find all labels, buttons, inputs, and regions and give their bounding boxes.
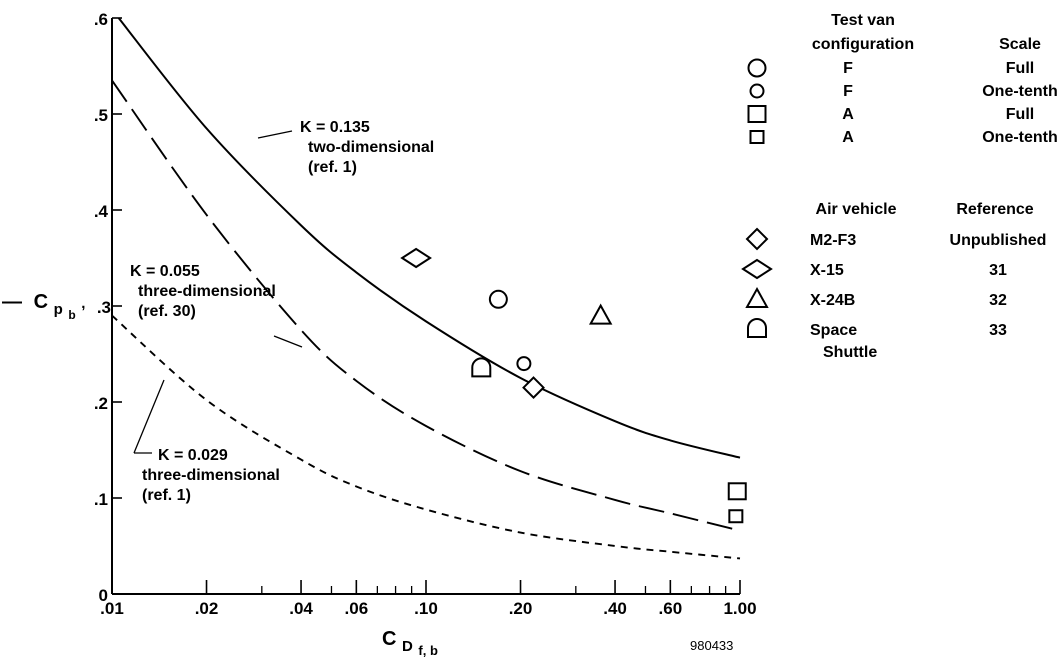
x-tick-label: .01 xyxy=(100,599,124,618)
leader-line xyxy=(273,335,303,348)
annotation-line: K = 0.055 xyxy=(130,263,200,280)
annotation-line: three-dimensional xyxy=(138,283,276,300)
annotation-line: (ref. 1) xyxy=(142,487,191,504)
legend-marker-square-large xyxy=(747,105,767,123)
data-point-dome xyxy=(471,357,492,378)
y-axis-main: C xyxy=(34,291,48,313)
annotation-line: (ref. 30) xyxy=(138,303,196,320)
x-tick-label: .20 xyxy=(509,599,533,618)
data-point-square-large xyxy=(727,482,747,501)
data-point-diamond xyxy=(522,376,545,400)
legend-item-value: Full xyxy=(1006,106,1034,123)
legend-marker-circle-small xyxy=(749,83,765,99)
legend-item-name: X-15 xyxy=(810,262,844,279)
y-axis-label: — C p b , xyxy=(2,291,85,324)
curves xyxy=(111,17,741,560)
x-tick-label: .40 xyxy=(603,599,627,618)
legend-header: Reference xyxy=(956,201,1033,218)
data-point-circle-small xyxy=(516,356,532,372)
x-tick-label: 1.00 xyxy=(723,599,756,618)
legend-header: configuration xyxy=(812,36,914,53)
y-axis-dash: — xyxy=(2,291,22,313)
legend-item-name: F xyxy=(843,83,853,100)
leader-line xyxy=(133,379,165,454)
y-ticks: 0 .1 .2 .3 .4 .5 .6 xyxy=(94,10,122,605)
y-tick-label: 0 xyxy=(99,586,108,605)
legend-item-value: 32 xyxy=(989,292,1007,309)
legend-header: Scale xyxy=(999,36,1041,53)
legend-marker-dome xyxy=(747,318,767,338)
legend-item-value: 33 xyxy=(989,322,1007,339)
annotation-line: K = 0.135 xyxy=(300,119,370,136)
data-point-triangle xyxy=(588,303,613,325)
data-point-square-small xyxy=(728,509,744,524)
x-tick-label: .02 xyxy=(195,599,219,618)
legend-item-name: A xyxy=(842,106,854,123)
legend-marker-triangle xyxy=(745,286,769,308)
x-tick-label: .60 xyxy=(659,599,683,618)
y-tick-label: .5 xyxy=(94,106,108,125)
curve-dashed xyxy=(111,79,741,532)
x-axis-label: C D f, b xyxy=(382,628,438,658)
y-tick-label: .4 xyxy=(94,202,109,221)
legend-item-name: X-24B xyxy=(810,292,855,309)
x-axis-subsub: f, b xyxy=(418,643,438,658)
y-tick-label: .6 xyxy=(94,10,108,29)
legend-item-value: Full xyxy=(1006,60,1034,77)
leader-line xyxy=(257,130,293,139)
annotations: K = 0.135 two-dimensional (ref. 1) K = 0.05… xyxy=(130,119,434,504)
x-ticks: .01 .02 .04 .06 .10 .20 .40 .60 1.00 xyxy=(100,580,757,618)
figure-id: 980433 xyxy=(690,638,733,653)
curve-dotted xyxy=(111,314,741,560)
y-axis-sub: p xyxy=(54,301,63,318)
legend-marker-square-small xyxy=(749,130,765,144)
annotation-0: K = 0.135 two-dimensional (ref. 1) xyxy=(257,119,434,176)
legend-item-name: Shuttle xyxy=(823,344,877,361)
y-tick-label: .1 xyxy=(94,490,108,509)
curve-solid xyxy=(117,17,741,459)
legend-header: Test van xyxy=(831,12,895,29)
data-point-circle-large xyxy=(488,289,508,309)
annotation-line: (ref. 1) xyxy=(308,159,357,176)
x-tick-label: .04 xyxy=(289,599,313,618)
legend-marker-circle-large xyxy=(747,58,767,78)
data-points xyxy=(400,247,747,524)
y-tick-label: .2 xyxy=(94,394,108,413)
x-axis-sub: D xyxy=(402,638,413,655)
legend-item-value: 31 xyxy=(989,262,1007,279)
legend-item-value: One-tenth xyxy=(982,129,1058,146)
x-axis-main: C xyxy=(382,628,396,650)
y-axis-subsub: b xyxy=(68,308,75,322)
annotation-1: K = 0.055 three-dimensional (ref. 30) xyxy=(130,263,303,348)
annotation-line: three-dimensional xyxy=(142,467,280,484)
legend-item-name: M2-F3 xyxy=(810,232,856,249)
x-tick-label: .10 xyxy=(414,599,438,618)
legend-item-name: A xyxy=(842,129,854,146)
data-point-diamond-wide xyxy=(400,247,432,269)
annotation-line: K = 0.029 xyxy=(158,447,228,464)
annotation-2: K = 0.029 three-dimensional (ref. 1) xyxy=(133,379,280,504)
legend-marker-diamond-wide xyxy=(741,258,773,280)
legend-marker-diamond xyxy=(745,227,769,251)
x-tick-label: .06 xyxy=(345,599,369,618)
legend-item-value: One-tenth xyxy=(982,83,1058,100)
legend-item-name: Space xyxy=(810,322,857,339)
legend-header: Air vehicle xyxy=(816,201,897,218)
annotation-line: two-dimensional xyxy=(308,139,434,156)
legend-item-name: F xyxy=(843,60,853,77)
legend: Test van configuration Scale F Full F One-tent… xyxy=(741,12,1058,361)
legend-item-value: Unpublished xyxy=(950,232,1047,249)
y-tick-label: .3 xyxy=(97,298,111,317)
